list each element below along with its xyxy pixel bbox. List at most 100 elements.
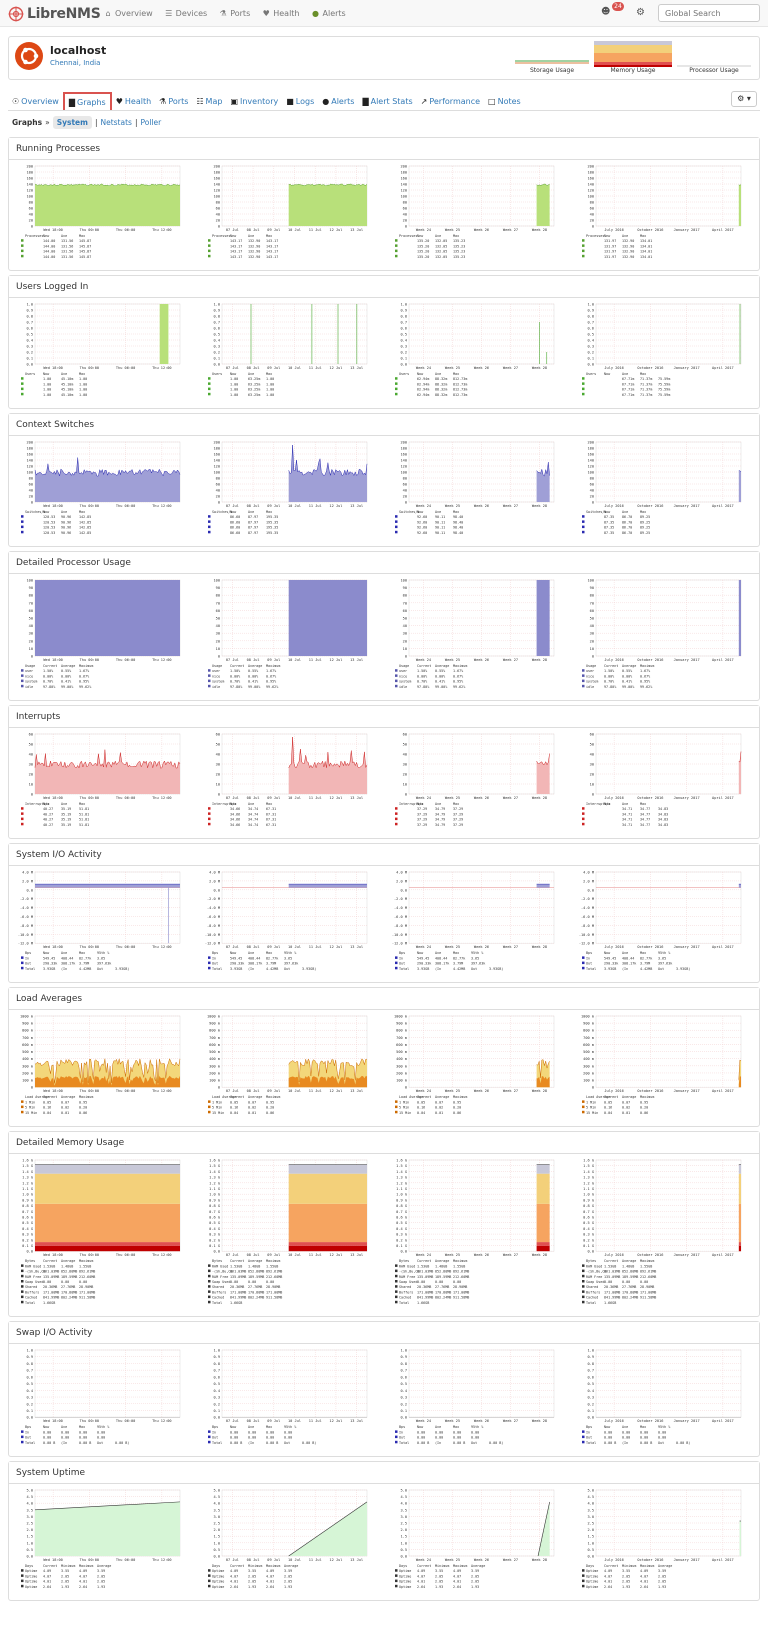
device-location[interactable]: Chennai, India	[50, 59, 101, 67]
y-tick-label: 0.8 G	[22, 1204, 33, 1208]
graph-period-1[interactable]: 1.00.90.80.70.60.50.40.30.20.10.007 Jul 0…	[208, 1349, 368, 1445]
y-tick-label: 50	[403, 743, 407, 747]
legend-text: 67.71m	[622, 393, 634, 397]
legend-text: 1 Min	[212, 1100, 222, 1104]
graph-period-0[interactable]: 1.6 G1.5 G1.4 G1.3 G1.2 G1.1 G1.0 G0.9 G…	[21, 1159, 181, 1305]
nav-item-overview[interactable]: ⌂ Overview	[104, 9, 152, 18]
legend-text: 34.66	[230, 812, 240, 816]
legend-text: 37.29	[453, 807, 463, 811]
graph-period-1[interactable]: 5.04.54.03.53.02.52.01.51.00.50.007 Jul 0…	[208, 1489, 368, 1589]
nav-item-health[interactable]: ♥ Health	[262, 9, 300, 18]
legend-text: 37.29	[417, 807, 427, 811]
legend-text: Max	[266, 510, 272, 514]
tab-alert-stats[interactable]: ▇ Alert Stats	[358, 92, 416, 110]
tab-ports[interactable]: ⚗ Ports	[155, 92, 192, 110]
nav-item-alerts[interactable]: ● Alerts	[312, 9, 346, 18]
storage-usage-mini-graph[interactable]	[513, 41, 591, 67]
global-search-input[interactable]	[658, 4, 760, 22]
tab-inventory[interactable]: ▣ Inventory	[226, 92, 282, 110]
memory-usage-mini-graph[interactable]	[594, 41, 672, 69]
graph-period-1[interactable]: 1.00.90.80.70.60.50.40.30.20.10.007 Jul 0…	[208, 303, 368, 397]
graph-period-0[interactable]: 4.0 M2.0 M0.0-2.0 M-4.0 M-6.0 M-8.0 M-10…	[18, 871, 181, 971]
y-tick-label: 60	[29, 609, 33, 613]
y-tick-label: 1.2 G	[22, 1181, 33, 1185]
legend-text: 1.00	[266, 393, 274, 397]
device-settings-button[interactable]: ⚙ ▾	[731, 91, 757, 107]
ubuntu-os-icon	[15, 42, 43, 70]
y-tick-label: 2.0 M	[209, 879, 221, 883]
x-tick-label: 11 Jul	[309, 366, 322, 370]
graph-period-3[interactable]: 4.0 M2.0 M0.0-2.0 M-4.0 M-6.0 M-8.0 M-10…	[579, 871, 742, 971]
y-tick-label: 600 m	[583, 1043, 594, 1047]
tab-performance[interactable]: ↗ Performance	[417, 92, 484, 110]
graph-period-2[interactable]: 4.0 M2.0 M0.0-2.0 M-4.0 M-6.0 M-8.0 M-10…	[392, 871, 555, 971]
x-tick-label: October 2016	[637, 1558, 663, 1562]
legend-text: Maximum	[453, 664, 467, 668]
legend-text: 3.55	[248, 1569, 256, 1573]
tab-alerts[interactable]: ● Alerts	[318, 92, 358, 110]
tab-notes[interactable]: □ Notes	[484, 92, 525, 110]
legend-text: Average	[248, 664, 262, 668]
subnav-system[interactable]: System	[52, 116, 92, 129]
settings-gear-icon[interactable]: ⚙	[636, 7, 645, 18]
y-tick-label: 0.8	[588, 315, 595, 319]
tab-logs[interactable]: ■ Logs	[282, 92, 318, 110]
legend-text: 120.53	[43, 515, 55, 519]
brand-name: LibreNMS	[27, 5, 101, 22]
tab-map[interactable]: ☷ Map	[192, 92, 226, 110]
y-tick-label: 1.5 G	[22, 1164, 33, 1168]
notification-badge[interactable]: 24	[612, 2, 624, 11]
tab-health[interactable]: ♥ Health	[112, 92, 155, 110]
nav-item-ports[interactable]: ⚗ Ports	[219, 9, 251, 18]
graph-period-1[interactable]: 1.6 G1.5 G1.4 G1.3 G1.2 G1.1 G1.0 G0.9 G…	[208, 1159, 368, 1305]
legend-text: Average	[622, 1095, 636, 1099]
legend-text: 1.53GB	[230, 1264, 242, 1268]
processor-usage-mini-graph[interactable]	[675, 41, 753, 67]
legend-text: 86.70	[622, 531, 632, 535]
tab-graphs[interactable]: ▇ Graphs	[62, 92, 112, 110]
graph-period-1[interactable]: 4.0 M2.0 M0.0-2.0 M-4.0 M-6.0 M-8.0 M-10…	[205, 871, 368, 971]
device-name[interactable]: localhost	[50, 44, 107, 57]
graph-period-2[interactable]: 1.6 G1.5 G1.4 G1.3 G1.2 G1.1 G1.0 G0.9 G…	[395, 1159, 555, 1305]
graph-period-3[interactable]: 1.6 G1.5 G1.4 G1.3 G1.2 G1.1 G1.0 G0.9 G…	[582, 1159, 742, 1305]
section-title: Context Switches	[9, 414, 759, 436]
user-icon[interactable]: ☻	[601, 7, 611, 17]
subnav-poller[interactable]: Poller	[140, 118, 162, 127]
nav-item-devices[interactable]: ☰ Devices	[165, 9, 207, 18]
legend-text: Current	[43, 1259, 57, 1263]
x-tick-label: Week 26	[474, 504, 489, 508]
y-tick-label: 2.0	[27, 1528, 34, 1532]
brand-logo[interactable]: LibreNMS	[8, 4, 101, 23]
subnav-netstats[interactable]: Netstats	[100, 118, 132, 127]
tab-overview[interactable]: ☉ Overview	[8, 92, 63, 110]
